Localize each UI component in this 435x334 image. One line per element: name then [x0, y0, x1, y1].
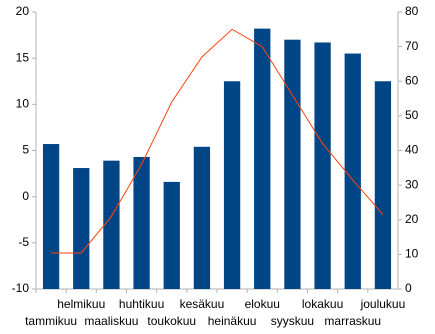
y2-tick-label: 0 — [405, 281, 412, 295]
x-tick-label: huhtikuu — [119, 297, 164, 311]
bar — [103, 160, 120, 289]
y2-tick-label: 30 — [405, 177, 419, 191]
x-tick-label: helmikuu — [57, 297, 105, 311]
y-tick-label: -5 — [18, 235, 29, 249]
y2-tick-label: 80 — [405, 4, 419, 18]
y-tick-label: 10 — [16, 97, 30, 111]
y-tick-label: 0 — [22, 189, 29, 203]
y2-tick-label: 70 — [405, 39, 419, 53]
y-tick-label: -10 — [12, 281, 30, 295]
x-tick-label: heinäkuu — [208, 314, 257, 328]
bar — [284, 39, 301, 290]
bar — [223, 81, 241, 289]
y2-tick-label: 50 — [405, 108, 419, 122]
y-tick-label: 5 — [22, 143, 29, 157]
y2-tick-label: 40 — [405, 143, 419, 157]
x-tick-label: elokuu — [245, 297, 280, 311]
line — [51, 28, 384, 254]
x-tick-label: syyskuu — [271, 314, 314, 328]
bar — [42, 144, 60, 289]
x-tick-label: maaliskuu — [84, 314, 138, 328]
y-tick-label: 15 — [16, 50, 30, 64]
bar — [73, 168, 90, 289]
y-tick-label: 20 — [16, 4, 30, 18]
x-tick-label: lokakuu — [302, 297, 343, 311]
y2-tick-label: 20 — [405, 212, 419, 226]
x-tick-label: joulukuu — [360, 297, 406, 311]
bar — [163, 181, 180, 289]
x-tick-label: tammikuu — [25, 314, 77, 328]
bar — [193, 146, 211, 289]
y2-tick-label: 60 — [405, 73, 419, 87]
bar — [133, 156, 150, 289]
y2-tick-label: 10 — [405, 247, 419, 261]
x-tick-label: toukokuu — [147, 314, 196, 328]
x-tick-label: kesäkuu — [180, 297, 225, 311]
bar — [374, 81, 392, 289]
x-tick-label: marraskuu — [324, 314, 381, 328]
bar — [254, 28, 271, 290]
bar — [314, 42, 331, 289]
bar — [344, 53, 361, 289]
